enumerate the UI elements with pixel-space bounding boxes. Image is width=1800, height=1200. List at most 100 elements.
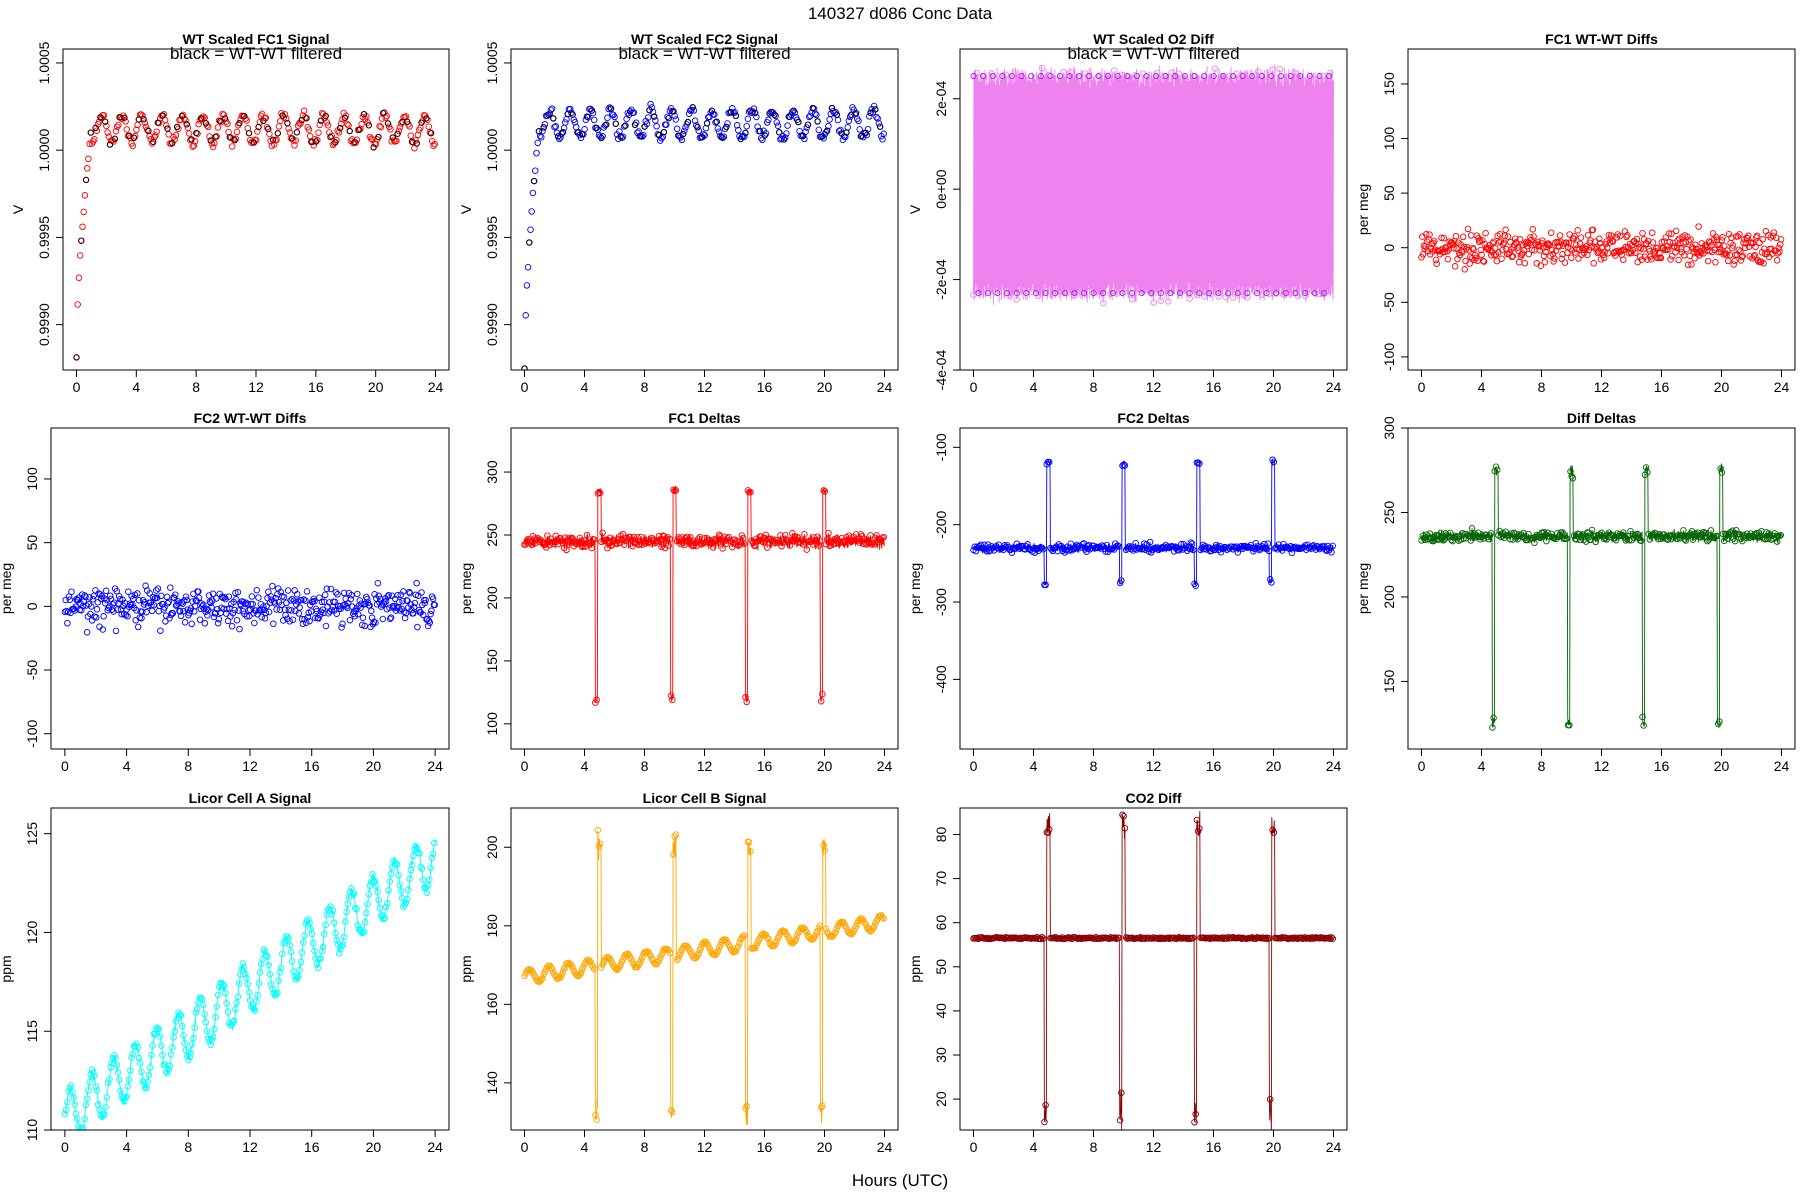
data-point: [230, 1017, 238, 1025]
filtered-point: [1153, 73, 1160, 80]
data-point: [1665, 230, 1673, 237]
data-point: [386, 615, 394, 623]
x-tick-label: 0: [1418, 758, 1426, 774]
data-point: [804, 538, 812, 545]
filtered-point: [989, 73, 996, 80]
data-point: [266, 971, 274, 978]
x-tick-label: 16: [757, 379, 773, 395]
data-point: [138, 614, 145, 622]
y-tick-label: 200: [484, 835, 500, 859]
data-point: [318, 947, 326, 955]
data-point: [358, 600, 365, 607]
data-point: [1656, 250, 1663, 257]
data-point: [258, 960, 265, 968]
panel-frame: [1407, 48, 1796, 371]
data-point: [1571, 233, 1578, 240]
data-point: [559, 969, 567, 976]
data-point: [198, 600, 205, 607]
data-point: [1682, 239, 1690, 246]
data-point: [333, 610, 340, 617]
y-tick-label: 120: [24, 921, 40, 945]
filtered-point: [255, 123, 262, 131]
data-point: [1485, 245, 1493, 252]
data-point: [1466, 533, 1473, 540]
data-point: [76, 252, 84, 259]
data-point: [367, 135, 375, 142]
data-point: [1157, 935, 1165, 943]
data-point: [1282, 544, 1290, 551]
filtered-point: [1100, 290, 1107, 297]
data-point: [85, 155, 92, 163]
data-point: [164, 600, 172, 607]
data-point: [164, 1069, 171, 1077]
data-point: [1595, 248, 1602, 255]
data-point: [1731, 257, 1738, 265]
data-point: [254, 992, 261, 999]
data-point: [1615, 532, 1622, 540]
x-tick-label: 4: [1030, 379, 1038, 395]
data-point: [384, 899, 391, 907]
y-tick-label: 30: [933, 1047, 949, 1063]
data-point: [544, 532, 551, 539]
data-point: [404, 597, 411, 605]
data-point: [144, 1078, 151, 1086]
data-point: [79, 223, 86, 231]
data-point: [753, 942, 760, 949]
data-point: [153, 594, 161, 601]
y-tick-label: 20: [933, 1091, 949, 1107]
panel-note: black = WT-WT filtered: [170, 44, 342, 63]
data-point: [1479, 257, 1487, 265]
data-point: [411, 599, 419, 607]
data-point: [377, 123, 385, 131]
data-point: [267, 980, 275, 988]
data-point: [300, 107, 308, 115]
filtered-point: [747, 107, 754, 114]
data-point: [1558, 529, 1566, 536]
data-point: [154, 585, 162, 592]
x-tick-label: 0: [521, 758, 529, 774]
data-point: [313, 607, 321, 615]
data-point: [791, 533, 799, 540]
data-point: [1773, 538, 1781, 545]
data-point: [106, 1076, 113, 1083]
y-tick-label: 100: [1381, 127, 1397, 151]
data-point: [1702, 529, 1710, 537]
data-point: [182, 117, 189, 124]
data-point: [368, 878, 375, 885]
data-point: [112, 127, 120, 135]
data-point: [1438, 234, 1445, 242]
data-point: [139, 608, 146, 615]
data-point: [328, 132, 335, 140]
x-tick-label: 24: [877, 758, 893, 774]
y-tick-label: 140: [484, 1071, 500, 1095]
data-point: [819, 1102, 826, 1110]
y-tick-label: 1.0005: [484, 41, 500, 84]
data-point: [647, 100, 654, 108]
filtered-point: [1013, 290, 1020, 297]
data-point: [351, 904, 359, 912]
filtered-point: [236, 120, 243, 127]
filtered-point: [665, 115, 672, 122]
x-tick-label: 24: [1774, 758, 1790, 774]
panel-frame: [62, 48, 450, 371]
data-point: [644, 114, 652, 121]
data-point: [371, 591, 378, 598]
panel-frame: [510, 48, 899, 371]
filtered-point: [92, 124, 99, 131]
panel-note: black = WT-WT filtered: [1067, 44, 1239, 63]
data-point: [1262, 935, 1269, 942]
data-point: [724, 120, 731, 127]
data-point: [403, 895, 411, 903]
data-point: [291, 142, 298, 149]
data-point: [1687, 236, 1694, 243]
data-point: [1089, 76, 1096, 84]
data-point: [821, 847, 829, 854]
filtered-point: [1239, 73, 1246, 80]
data-point: [1431, 237, 1438, 245]
data-point: [1120, 461, 1127, 468]
data-point: [539, 975, 546, 982]
data-point: [1634, 530, 1641, 538]
data-point: [424, 622, 432, 630]
data-point: [338, 624, 345, 631]
